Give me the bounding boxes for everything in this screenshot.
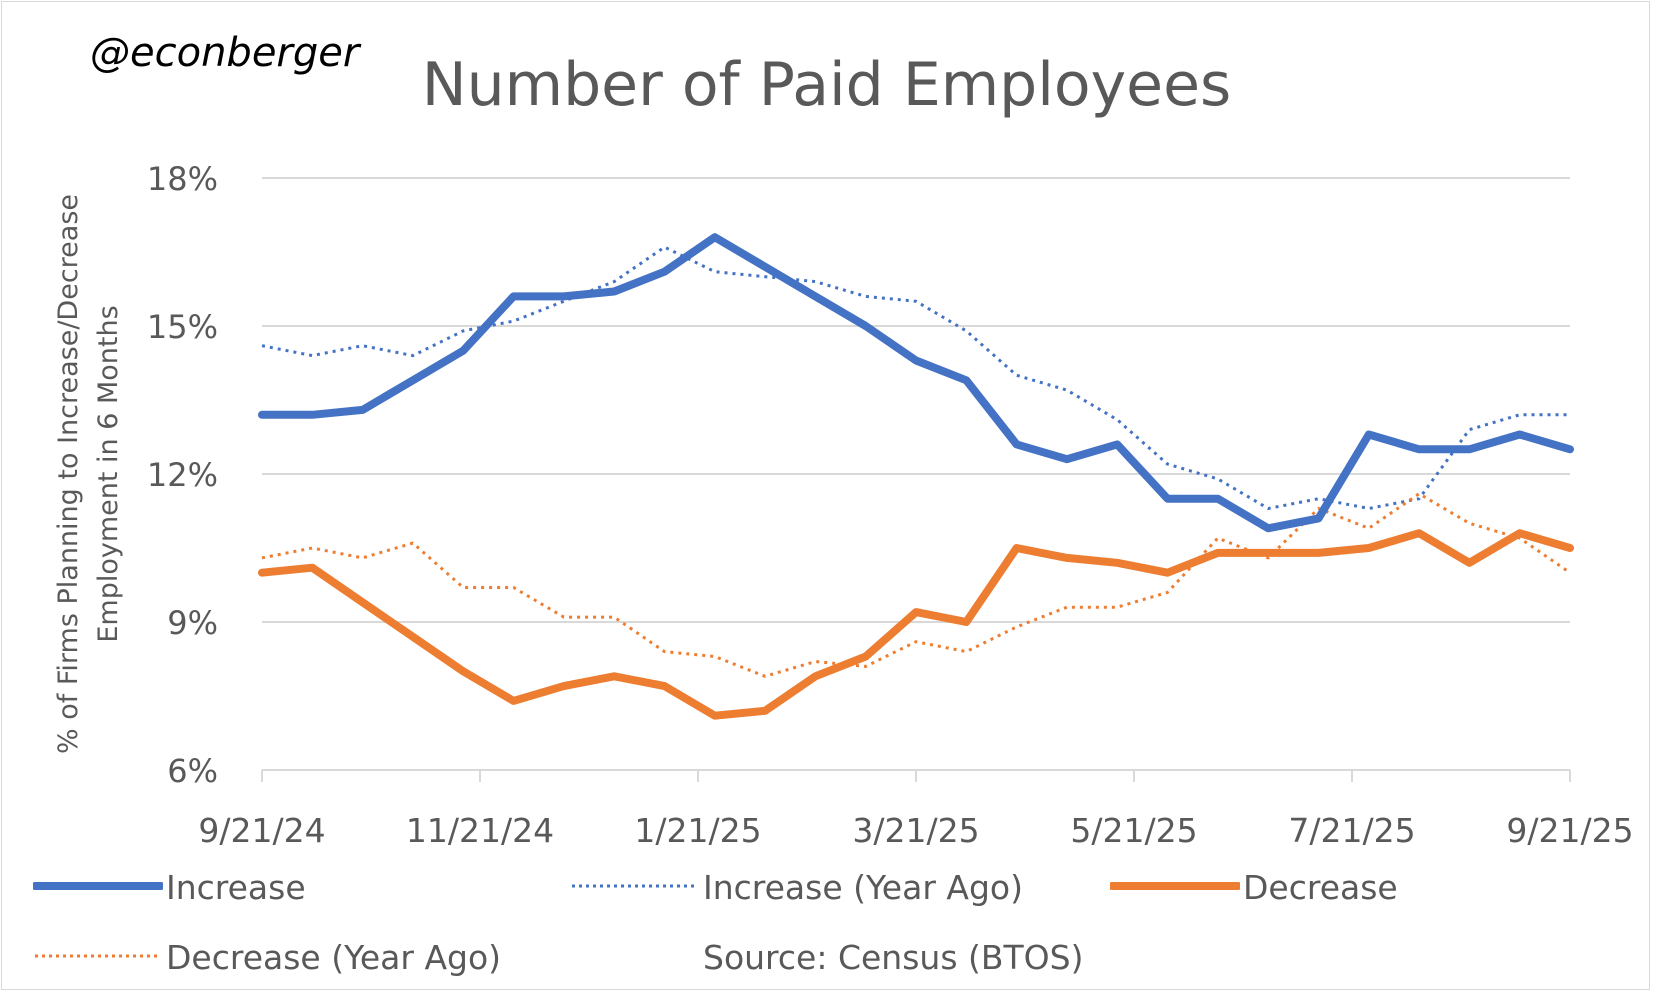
x-tick-label: 9/21/25 bbox=[1506, 811, 1633, 850]
x-tick-label: 11/21/24 bbox=[406, 811, 554, 850]
legend-label-increase: Increase bbox=[166, 868, 306, 907]
y-tick-labels: 6% 9% 12% 15% 18% bbox=[147, 160, 218, 790]
legend-swatch-increase-year-ago bbox=[572, 884, 698, 888]
series-line-decrease-year-ago bbox=[261, 492, 1571, 678]
legend-label-increase-year-ago: Increase (Year Ago) bbox=[703, 868, 1023, 907]
y-tick-label: 18% bbox=[147, 160, 218, 198]
y-tick-label: 9% bbox=[167, 604, 218, 642]
source-note: Source: Census (BTOS) bbox=[703, 938, 1084, 977]
legend-swatch-decrease-year-ago bbox=[35, 954, 161, 958]
y-tick-label: 15% bbox=[147, 308, 218, 346]
y-tick-label: 6% bbox=[167, 752, 218, 790]
x-tick-labels: 9/21/24 11/21/24 1/21/25 3/21/25 5/21/25 7/21… bbox=[198, 811, 1633, 850]
y-axis-label-line: % of Firms Planning to Increase/Decrease bbox=[53, 194, 84, 754]
chart-title: Number of Paid Employees bbox=[421, 50, 1232, 120]
x-tick-label: 3/21/25 bbox=[852, 811, 979, 850]
x-tick-label: 9/21/24 bbox=[198, 811, 325, 850]
legend-label-decrease-year-ago: Decrease (Year Ago) bbox=[166, 938, 502, 977]
y-tick-label: 12% bbox=[147, 456, 218, 494]
legend-swatch-increase bbox=[33, 882, 163, 890]
series-line-increase bbox=[258, 233, 1574, 533]
legend-label-decrease: Decrease bbox=[1243, 868, 1398, 907]
author-watermark: @econberger bbox=[90, 30, 360, 76]
gridlines bbox=[262, 177, 1570, 623]
series-lines bbox=[258, 233, 1574, 720]
x-tick-label: 5/21/25 bbox=[1070, 811, 1197, 850]
series-line-increase-year-ago bbox=[261, 245, 1570, 510]
x-axis bbox=[261, 769, 1571, 782]
y-axis-label-line: Employment in 6 Months bbox=[93, 305, 124, 642]
series-line-decrease bbox=[258, 529, 1574, 720]
x-tick-label: 1/21/25 bbox=[634, 811, 761, 850]
legend-swatch-decrease bbox=[1110, 882, 1240, 890]
y-axis-label: % of Firms Planning to Increase/Decrease… bbox=[53, 194, 124, 754]
x-tick-label: 7/21/25 bbox=[1288, 811, 1415, 850]
